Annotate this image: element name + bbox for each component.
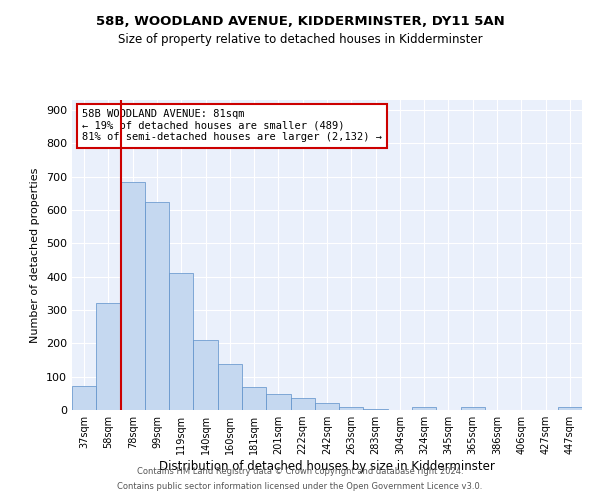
Y-axis label: Number of detached properties: Number of detached properties xyxy=(31,168,40,342)
Bar xyxy=(193,340,218,410)
Bar xyxy=(72,386,96,410)
Bar xyxy=(96,302,121,410)
Bar xyxy=(121,182,145,410)
Bar xyxy=(412,408,436,410)
Text: 58B, WOODLAND AVENUE, KIDDERMINSTER, DY11 5AN: 58B, WOODLAND AVENUE, KIDDERMINSTER, DY1… xyxy=(95,15,505,28)
Text: Contains public sector information licensed under the Open Government Licence v3: Contains public sector information licen… xyxy=(118,482,482,491)
Text: Contains HM Land Registry data © Crown copyright and database right 2024.: Contains HM Land Registry data © Crown c… xyxy=(137,467,463,476)
Bar xyxy=(558,408,582,410)
Bar xyxy=(169,274,193,410)
Bar xyxy=(315,402,339,410)
Bar xyxy=(218,364,242,410)
Text: 58B WOODLAND AVENUE: 81sqm
← 19% of detached houses are smaller (489)
81% of sem: 58B WOODLAND AVENUE: 81sqm ← 19% of deta… xyxy=(82,110,382,142)
Bar xyxy=(145,202,169,410)
Text: Size of property relative to detached houses in Kidderminster: Size of property relative to detached ho… xyxy=(118,32,482,46)
X-axis label: Distribution of detached houses by size in Kidderminster: Distribution of detached houses by size … xyxy=(159,460,495,473)
Bar xyxy=(266,394,290,410)
Bar xyxy=(242,386,266,410)
Bar xyxy=(339,406,364,410)
Bar xyxy=(461,408,485,410)
Bar xyxy=(290,398,315,410)
